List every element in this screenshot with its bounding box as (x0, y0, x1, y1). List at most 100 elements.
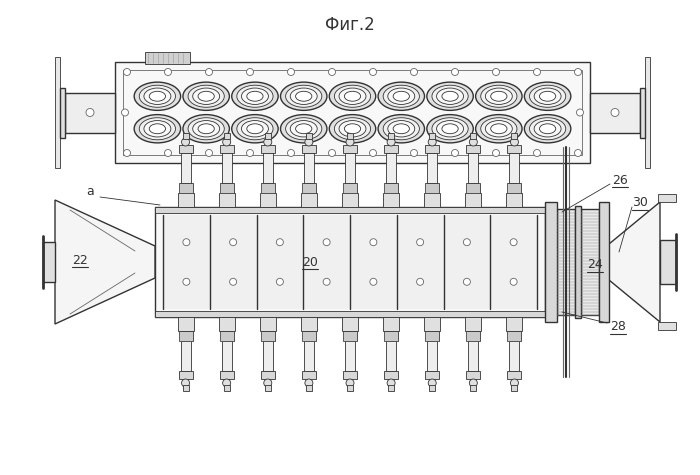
Bar (347, 133, 353, 139)
Bar (508, 331, 522, 341)
Circle shape (123, 150, 130, 156)
Circle shape (206, 150, 213, 156)
Text: 26: 26 (612, 173, 628, 187)
Circle shape (328, 150, 335, 156)
Bar (384, 183, 398, 193)
Bar (658, 322, 676, 330)
Bar (301, 193, 317, 207)
Ellipse shape (393, 91, 410, 101)
Ellipse shape (247, 124, 263, 133)
Bar (384, 371, 398, 379)
Circle shape (428, 138, 436, 146)
Circle shape (370, 150, 377, 156)
Bar (222, 153, 232, 183)
Bar (510, 341, 519, 371)
Bar (384, 145, 398, 153)
Bar (490, 215, 537, 309)
Circle shape (469, 138, 477, 146)
Circle shape (164, 150, 172, 156)
Circle shape (387, 379, 395, 387)
Ellipse shape (524, 114, 570, 143)
Bar (210, 215, 256, 309)
Bar (218, 193, 235, 207)
Circle shape (416, 278, 424, 285)
Ellipse shape (149, 124, 165, 133)
Ellipse shape (529, 85, 566, 107)
Bar (425, 183, 439, 193)
Circle shape (428, 379, 436, 387)
Ellipse shape (383, 118, 419, 140)
Bar (183, 133, 188, 139)
Ellipse shape (491, 124, 507, 133)
Bar (302, 371, 316, 379)
Ellipse shape (329, 114, 376, 143)
Bar (342, 317, 358, 331)
Ellipse shape (442, 124, 458, 133)
Bar (508, 371, 522, 379)
Circle shape (183, 278, 190, 285)
Bar (306, 133, 312, 139)
Bar (599, 202, 609, 322)
Bar (383, 193, 399, 207)
Bar (306, 385, 312, 391)
Bar (145, 52, 190, 64)
Ellipse shape (432, 118, 468, 140)
Circle shape (230, 278, 237, 285)
Ellipse shape (237, 118, 273, 140)
Ellipse shape (481, 118, 517, 140)
Ellipse shape (134, 114, 181, 143)
Ellipse shape (335, 118, 370, 140)
Ellipse shape (442, 91, 458, 101)
Bar (466, 193, 482, 207)
Bar (224, 385, 230, 391)
Ellipse shape (241, 88, 268, 104)
Circle shape (577, 109, 584, 116)
Bar (466, 183, 480, 193)
Bar (60, 87, 65, 137)
Bar (466, 317, 482, 331)
Ellipse shape (339, 121, 366, 137)
Ellipse shape (247, 91, 263, 101)
Bar (397, 215, 444, 309)
Bar (115, 62, 590, 163)
Ellipse shape (286, 85, 322, 107)
Circle shape (276, 278, 284, 285)
Bar (303, 215, 350, 309)
Circle shape (86, 108, 94, 116)
Bar (425, 331, 439, 341)
Circle shape (410, 68, 417, 76)
Ellipse shape (534, 121, 561, 137)
Bar (424, 193, 440, 207)
Bar (178, 371, 192, 379)
Ellipse shape (529, 118, 566, 140)
Circle shape (452, 150, 458, 156)
Bar (468, 153, 478, 183)
Circle shape (123, 68, 130, 76)
Ellipse shape (281, 114, 327, 143)
Bar (224, 133, 230, 139)
Bar (262, 153, 273, 183)
Ellipse shape (144, 121, 171, 137)
Circle shape (370, 278, 377, 285)
Bar (444, 215, 490, 309)
Ellipse shape (139, 85, 176, 107)
Bar (302, 145, 316, 153)
Circle shape (206, 68, 213, 76)
Bar (218, 317, 235, 331)
Bar (383, 317, 399, 331)
Circle shape (230, 239, 237, 246)
Bar (427, 341, 438, 371)
Bar (262, 341, 273, 371)
Ellipse shape (241, 121, 268, 137)
Ellipse shape (427, 82, 473, 110)
Bar (345, 341, 355, 371)
Text: 20: 20 (302, 256, 318, 268)
Bar (178, 145, 192, 153)
Bar (506, 317, 522, 331)
Bar (510, 153, 519, 183)
Bar (220, 183, 234, 193)
Circle shape (246, 150, 253, 156)
Ellipse shape (193, 88, 220, 104)
Ellipse shape (344, 91, 360, 101)
Text: 22: 22 (72, 254, 88, 266)
